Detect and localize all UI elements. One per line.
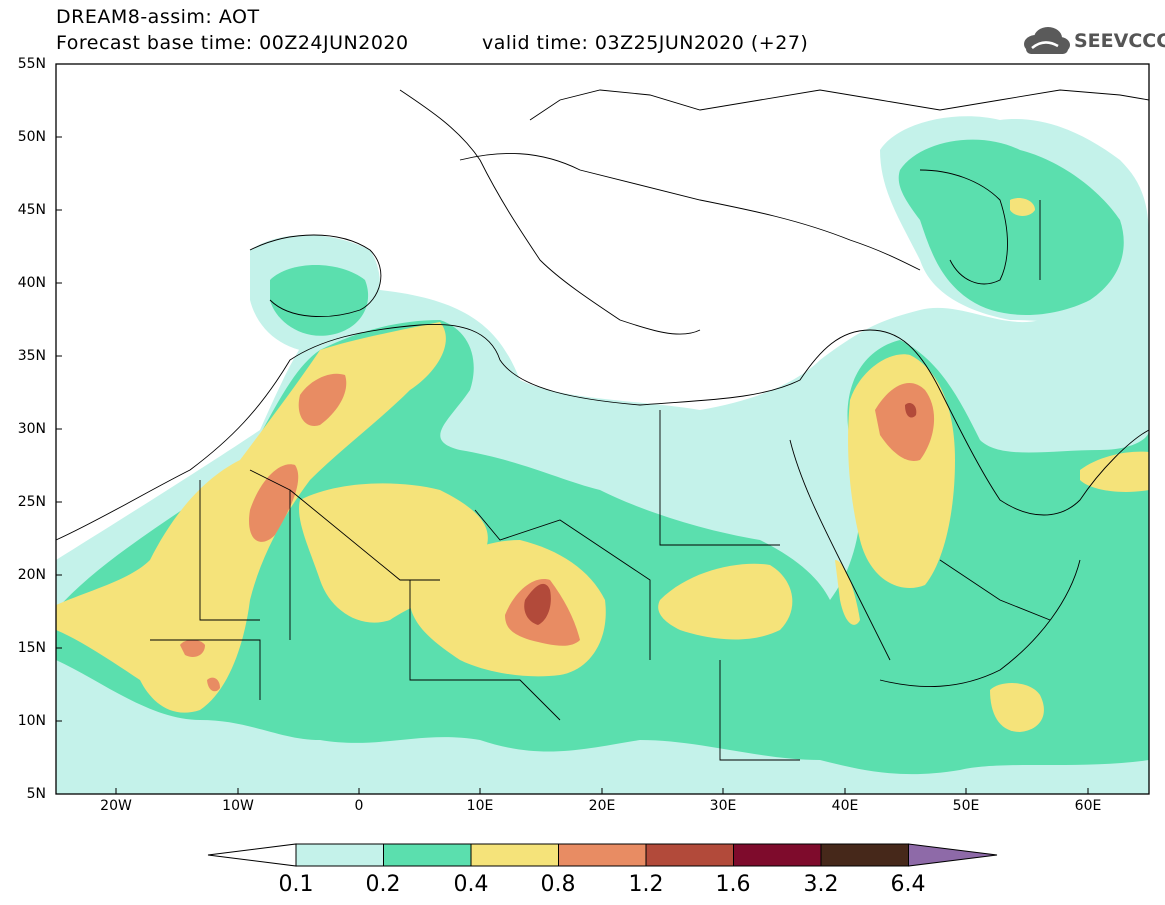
lat-label-25n: 25N: [17, 494, 46, 510]
coastlines: [56, 89, 1149, 761]
lat-label-10n: 10N: [17, 713, 46, 729]
lat-label-35n: 35N: [17, 348, 46, 364]
colorbar-label: 0.1: [278, 872, 314, 897]
colorbar-label: 0.4: [453, 872, 489, 897]
cloud-icon: [1024, 27, 1070, 54]
colorbar-label: 0.2: [365, 872, 401, 897]
lat-label-40n: 40N: [17, 275, 46, 291]
lat-label-55n: 55N: [17, 56, 46, 72]
lat-label-45n: 45N: [17, 202, 46, 218]
colorbar-box: [470, 843, 559, 867]
colorbar-box: [733, 843, 822, 867]
lon-label-20w: 20W: [100, 798, 132, 814]
valid-time: valid time: 03Z25JUN2020 (+27): [482, 32, 809, 54]
axis-ticks: [56, 63, 1089, 795]
lon-label-40e: 40E: [831, 798, 859, 814]
lat-label-50n: 50N: [17, 129, 46, 145]
logo-text: SEEVCCC: [1074, 30, 1165, 52]
colorbar-under-arrow: [207, 843, 297, 867]
lon-label-10w: 10W: [222, 798, 254, 814]
lon-label-0: 0: [354, 798, 364, 814]
colorbar-label: 1.2: [628, 872, 664, 897]
colorbar-label: 6.4: [890, 872, 926, 897]
lon-label-10e: 10E: [466, 798, 494, 814]
lon-label-30e: 30E: [709, 798, 737, 814]
colorbar-box: [383, 843, 472, 867]
lat-label-5n: 5N: [26, 786, 46, 802]
colorbar-label: 1.6: [715, 872, 751, 897]
colorbar-over-arrow: [908, 843, 998, 867]
lat-label-30n: 30N: [17, 421, 46, 437]
lat-label-15n: 15N: [17, 640, 46, 656]
aot-field: [56, 116, 1149, 794]
seevccc-logo: SEEVCCC: [1018, 24, 1165, 58]
colorbar-box: [295, 843, 384, 867]
lon-label-20e: 20E: [588, 798, 616, 814]
colorbar-box: [645, 843, 734, 867]
forecast-base-time: Forecast base time: 00Z24JUN2020: [56, 32, 409, 54]
lon-label-50e: 50E: [952, 798, 980, 814]
colorbar-label: 3.2: [803, 872, 839, 897]
colorbar-box: [558, 843, 647, 867]
lon-label-60e: 60E: [1074, 798, 1102, 814]
colorbar-box: [820, 843, 909, 867]
map-title: DREAM8-assim: AOT: [56, 6, 260, 28]
lat-label-20n: 20N: [17, 567, 46, 583]
colorbar-label: 0.8: [540, 872, 576, 897]
